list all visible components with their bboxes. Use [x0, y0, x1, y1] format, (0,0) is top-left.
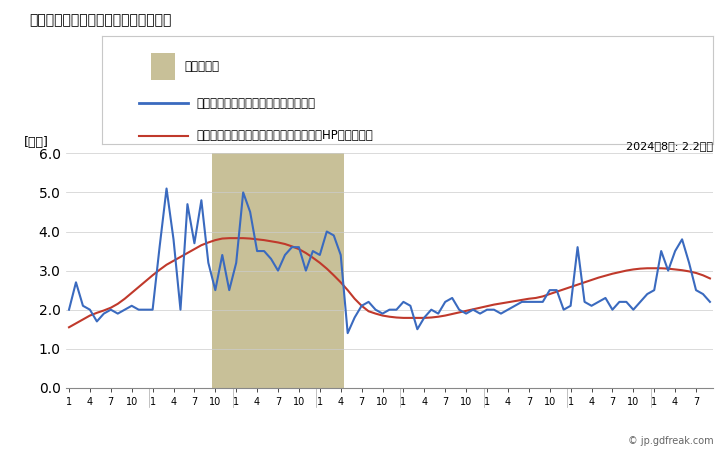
Text: © jp.gdfreak.com: © jp.gdfreak.com — [628, 437, 713, 446]
Text: 景気後退期: 景気後退期 — [184, 60, 219, 73]
Bar — [212, 153, 344, 388]
Text: 2024年8月: 2.2時間: 2024年8月: 2.2時間 — [626, 141, 713, 151]
Bar — [151, 53, 175, 80]
Text: パートタイム労働者の所定外労働時間: パートタイム労働者の所定外労働時間 — [197, 97, 316, 110]
Text: パートタイム労働者の所定外労働時間（HPフィルタ）: パートタイム労働者の所定外労働時間（HPフィルタ） — [197, 129, 373, 142]
Text: [時間]: [時間] — [23, 136, 48, 149]
Text: パートタイム労働者の所定外労働時間: パートタイム労働者の所定外労働時間 — [29, 14, 172, 28]
